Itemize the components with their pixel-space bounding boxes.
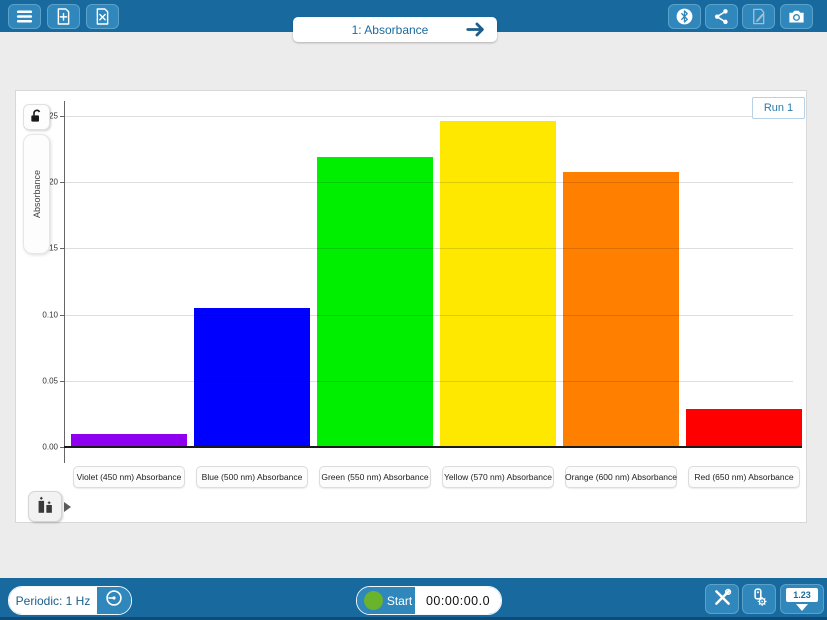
collection-mode-control[interactable]: Periodic: 1 Hz (8, 586, 132, 615)
bar-chart-icon (34, 494, 56, 519)
y-tick-label: 0.25 (42, 111, 58, 121)
open-padlock-icon (29, 108, 45, 127)
timer-display: 00:00:00.0 (415, 587, 501, 614)
gridline (65, 116, 793, 117)
y-tick-mark (60, 116, 64, 117)
y-axis-line (64, 101, 65, 463)
meter-button[interactable]: 1.23 (780, 584, 824, 614)
collection-settings-button[interactable] (97, 587, 131, 614)
x-axis-line (64, 446, 802, 448)
gridline (65, 380, 793, 382)
y-tick-mark (60, 447, 64, 448)
y-tick-label: 0.15 (42, 243, 58, 253)
start-button[interactable]: Start (357, 587, 415, 614)
category-label-button[interactable]: Green (550 nm) Absorbance (319, 466, 431, 488)
y-tick-mark (60, 182, 64, 184)
bar (440, 121, 556, 447)
close-file-button[interactable] (86, 4, 119, 29)
bar (194, 307, 310, 447)
start-label: Start (386, 593, 413, 608)
graph-options-flyout-arrow[interactable] (64, 502, 71, 512)
annotate-button[interactable] (742, 4, 775, 29)
y-tick-label: 0.05 (42, 376, 58, 386)
tools-button[interactable] (705, 584, 739, 614)
bar (317, 157, 433, 447)
share-button[interactable] (705, 4, 738, 29)
wrench-screwdriver-icon (712, 587, 733, 611)
y-tick-label: 0.20 (42, 177, 58, 187)
share-icon (712, 7, 731, 26)
bar (686, 408, 802, 447)
file-x-icon (93, 7, 112, 26)
category-label-button[interactable]: Blue (500 nm) Absorbance (196, 466, 308, 488)
meter-dropdown-triangle-icon (796, 603, 808, 611)
meter-value: 1.23 (786, 587, 818, 602)
sensor-settings-button[interactable] (742, 584, 776, 614)
y-axis-label: Absorbance (31, 169, 42, 219)
start-status-dot (363, 591, 383, 610)
graph-options-button[interactable] (28, 491, 62, 522)
category-label-button[interactable]: Red (650 nm) Absorbance (688, 466, 800, 488)
new-file-button[interactable] (47, 4, 80, 29)
chart-panel: 0.00 0.05 0.10 0.15 0.20 0.25 Violet (450 nm) … (15, 90, 807, 523)
collection-mode-label[interactable]: Periodic: 1 Hz (9, 587, 97, 614)
bottom-toolbar: Periodic: 1 Hz Start 00:00:00.0 (0, 578, 827, 620)
tab-label: 1: Absorbance (351, 22, 429, 37)
category-label-button[interactable]: Orange (600 nm) Absorbance (565, 466, 677, 488)
y-tick-label: 0.10 (42, 310, 58, 320)
y-tick-mark (60, 380, 64, 382)
menu-button[interactable] (8, 4, 41, 29)
next-graph-arrow-icon[interactable] (465, 21, 487, 38)
category-label-button[interactable]: Yellow (570 nm) Absorbance (442, 466, 554, 488)
y-tick-mark (60, 248, 64, 250)
gridline (65, 248, 793, 250)
document-pen-icon (749, 7, 768, 26)
run-badge[interactable]: Run 1 (752, 97, 805, 119)
bar (563, 171, 679, 447)
y-tick-mark (60, 314, 64, 316)
bluetooth-button[interactable] (668, 4, 701, 29)
gridline (65, 314, 793, 316)
y-tick-label: 0.00 (42, 442, 58, 452)
category-label-button[interactable]: Violet (450 nm) Absorbance (73, 466, 185, 488)
tab-absorbance[interactable]: 1: Absorbance (293, 17, 497, 42)
menu-icon (15, 7, 34, 26)
file-plus-icon (54, 7, 73, 26)
y-axis-label-tab[interactable]: Absorbance (23, 134, 50, 254)
axis-lock-button[interactable] (23, 104, 50, 130)
gridline (65, 182, 793, 184)
plot-area: 0.00 0.05 0.10 0.15 0.20 0.25 Violet (450 nm) … (16, 91, 806, 522)
screenshot-button[interactable] (780, 4, 813, 29)
stopwatch-icon (104, 588, 124, 613)
bar (71, 433, 187, 447)
camera-icon (787, 7, 806, 26)
start-collection-control[interactable]: Start 00:00:00.0 (356, 586, 502, 615)
sensor-gear-icon (749, 587, 770, 611)
top-toolbar: 1: Absorbance (0, 0, 827, 42)
bluetooth-icon (675, 7, 694, 26)
